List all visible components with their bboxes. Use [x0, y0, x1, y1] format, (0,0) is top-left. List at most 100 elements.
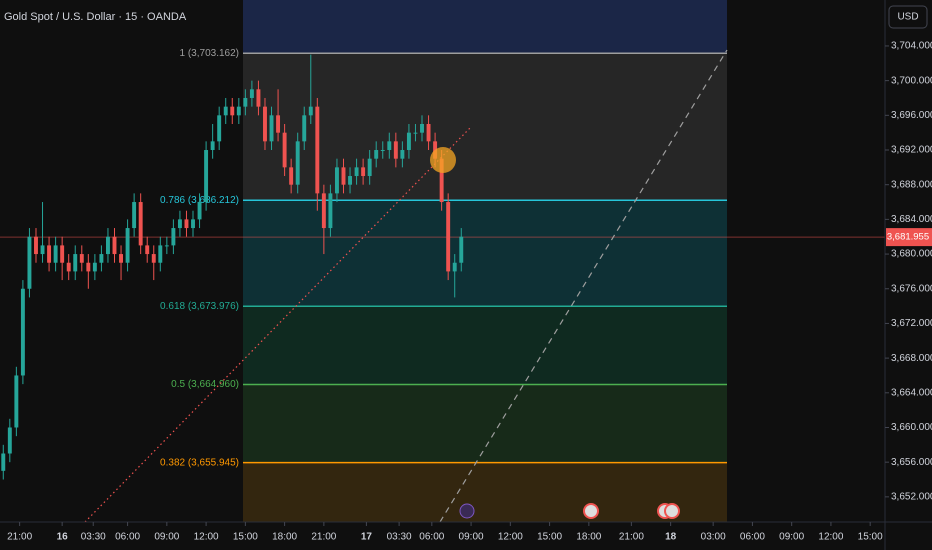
y-tick-label: 3,684.000	[891, 214, 932, 225]
candle-body	[191, 219, 195, 229]
x-tick-label: 06:00	[740, 532, 765, 543]
y-tick-label: 3,672.000	[891, 318, 932, 329]
candle-body	[387, 141, 392, 151]
current-price-badge	[886, 228, 932, 247]
candle-body	[27, 236, 32, 289]
candle-body	[289, 167, 294, 185]
candle-body	[79, 254, 84, 263]
candle-body	[197, 202, 202, 220]
candle-body	[125, 228, 130, 263]
x-tick-label: 06:00	[115, 532, 140, 543]
y-tick-label: 3,700.000	[891, 75, 932, 86]
event-icons	[459, 503, 680, 519]
candle-body	[354, 167, 359, 177]
candle-body	[158, 245, 163, 263]
x-tick-label: 12:00	[498, 532, 523, 543]
fib-zone	[243, 462, 727, 522]
candle-body	[452, 262, 457, 272]
x-tick-label: 21:00	[7, 532, 32, 543]
candle-body	[66, 262, 71, 272]
candle-body	[132, 202, 137, 229]
candle-body	[119, 254, 124, 263]
y-tick-label: 3,688.000	[891, 179, 932, 190]
fib-zone	[243, 200, 727, 307]
x-tick-label: 12:00	[818, 532, 843, 543]
candle-body	[230, 106, 235, 116]
x-tick-label: 18	[665, 532, 677, 543]
candle-body	[348, 176, 352, 185]
fib-zones: 1 (3,703.162)0.786 (3,686.212)0.618 (3,6…	[160, 0, 727, 522]
candle-body	[151, 254, 156, 263]
trend-line	[84, 127, 471, 523]
x-tick-label: 15:00	[858, 532, 883, 543]
marks	[0, 54, 885, 480]
candle-body	[374, 150, 379, 159]
event-icon	[583, 503, 599, 519]
candle-body	[73, 254, 78, 272]
y-tick-label: 3,680.000	[891, 249, 932, 260]
candle-body	[361, 167, 366, 177]
candle-body	[105, 236, 110, 255]
candle-body	[328, 193, 333, 229]
y-tick-label: 3,664.000	[891, 387, 932, 398]
candle-body	[406, 132, 411, 151]
candle-body	[413, 132, 418, 134]
x-tick-label: 16	[57, 532, 69, 543]
y-tick-label: 3,660.000	[891, 422, 932, 433]
fib-zone	[243, 0, 727, 54]
candle-body	[20, 288, 25, 376]
candle-body	[217, 115, 222, 142]
x-tick-label: 17	[361, 532, 373, 543]
x-tick-label: 09:00	[779, 532, 804, 543]
chart-title: Gold Spot / U.S. Dollar · 15 · OANDA	[4, 11, 187, 23]
candle-body	[138, 202, 143, 246]
candle-body	[145, 245, 150, 255]
x-tick-label: 18:00	[576, 532, 601, 543]
candle-body	[420, 123, 424, 133]
price-axis	[885, 0, 932, 550]
candle-body	[177, 219, 182, 229]
candle-body	[34, 236, 38, 255]
currency-label[interactable]: USD	[897, 12, 918, 23]
x-tick-label: 03:30	[387, 532, 412, 543]
x-tick-label: 03:30	[81, 532, 106, 543]
candle-body	[393, 141, 398, 159]
y-tick-label: 3,656.000	[891, 457, 932, 468]
candle-body	[263, 106, 267, 142]
x-tick-label: 09:00	[459, 532, 484, 543]
candle-body	[302, 115, 307, 142]
candle-body	[282, 132, 287, 168]
x-tick-label: 09:00	[154, 532, 179, 543]
y-tick-label: 3,704.000	[891, 41, 932, 52]
candle-body	[236, 106, 241, 116]
fib-level-label: 0.618 (3,673.976)	[160, 301, 239, 312]
candle-body	[269, 115, 274, 142]
y-tick-label: 3,696.000	[891, 110, 932, 121]
candle-body	[92, 262, 97, 272]
candle-body	[47, 245, 52, 263]
candle-body	[99, 254, 104, 263]
candle-body	[210, 141, 215, 151]
candle-body	[243, 97, 248, 107]
candle-body	[112, 236, 117, 255]
currency-button[interactable]	[888, 5, 928, 29]
x-tick-label: 21:00	[311, 532, 336, 543]
candle-body	[308, 106, 313, 116]
fib-level-label: 1 (3,703.162)	[180, 48, 240, 59]
fib-zone	[243, 53, 727, 201]
y-tick-label: 3,676.000	[891, 283, 932, 294]
candle-body	[446, 202, 451, 272]
candle-body	[256, 89, 261, 107]
candle-body	[249, 89, 254, 98]
candle-body	[276, 115, 281, 133]
candle-body	[53, 245, 58, 263]
x-tick-label: 03:00	[701, 532, 726, 543]
y-tick-label: 3,692.000	[891, 145, 932, 156]
candle-body	[321, 193, 326, 229]
candle-body	[223, 106, 228, 116]
event-icon	[664, 503, 680, 519]
candle-body	[400, 150, 405, 159]
event-icon	[459, 503, 475, 519]
candle-body	[315, 106, 320, 194]
